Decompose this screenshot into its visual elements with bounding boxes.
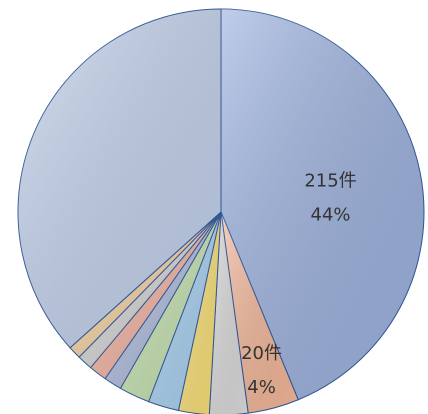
- pie-slice-shade-1: [221, 9, 425, 400]
- pie-slice-shade-2: [221, 212, 299, 414]
- slice-percent-label-1: 44%: [311, 204, 351, 225]
- slice-count-label-2: 20件: [241, 343, 282, 364]
- pie-slices: [17, 8, 425, 414]
- pie-slice-shade-8: [90, 212, 222, 379]
- pie-labels: 215件 44% 20件 4%: [241, 170, 357, 398]
- pie-slice-shade-3: [209, 212, 249, 414]
- pie-slice-shade-11: [17, 9, 221, 348]
- slice-percent-label-2: 4%: [247, 377, 276, 398]
- pie-slice-shade-10: [70, 212, 221, 358]
- pie-slice-shade-5: [148, 212, 221, 411]
- pie-slice-shade-7: [105, 212, 221, 389]
- pie-slice-shade-6: [120, 212, 221, 402]
- pie-slice-shade-9: [79, 212, 222, 368]
- slice-count-label-1: 215件: [304, 170, 356, 191]
